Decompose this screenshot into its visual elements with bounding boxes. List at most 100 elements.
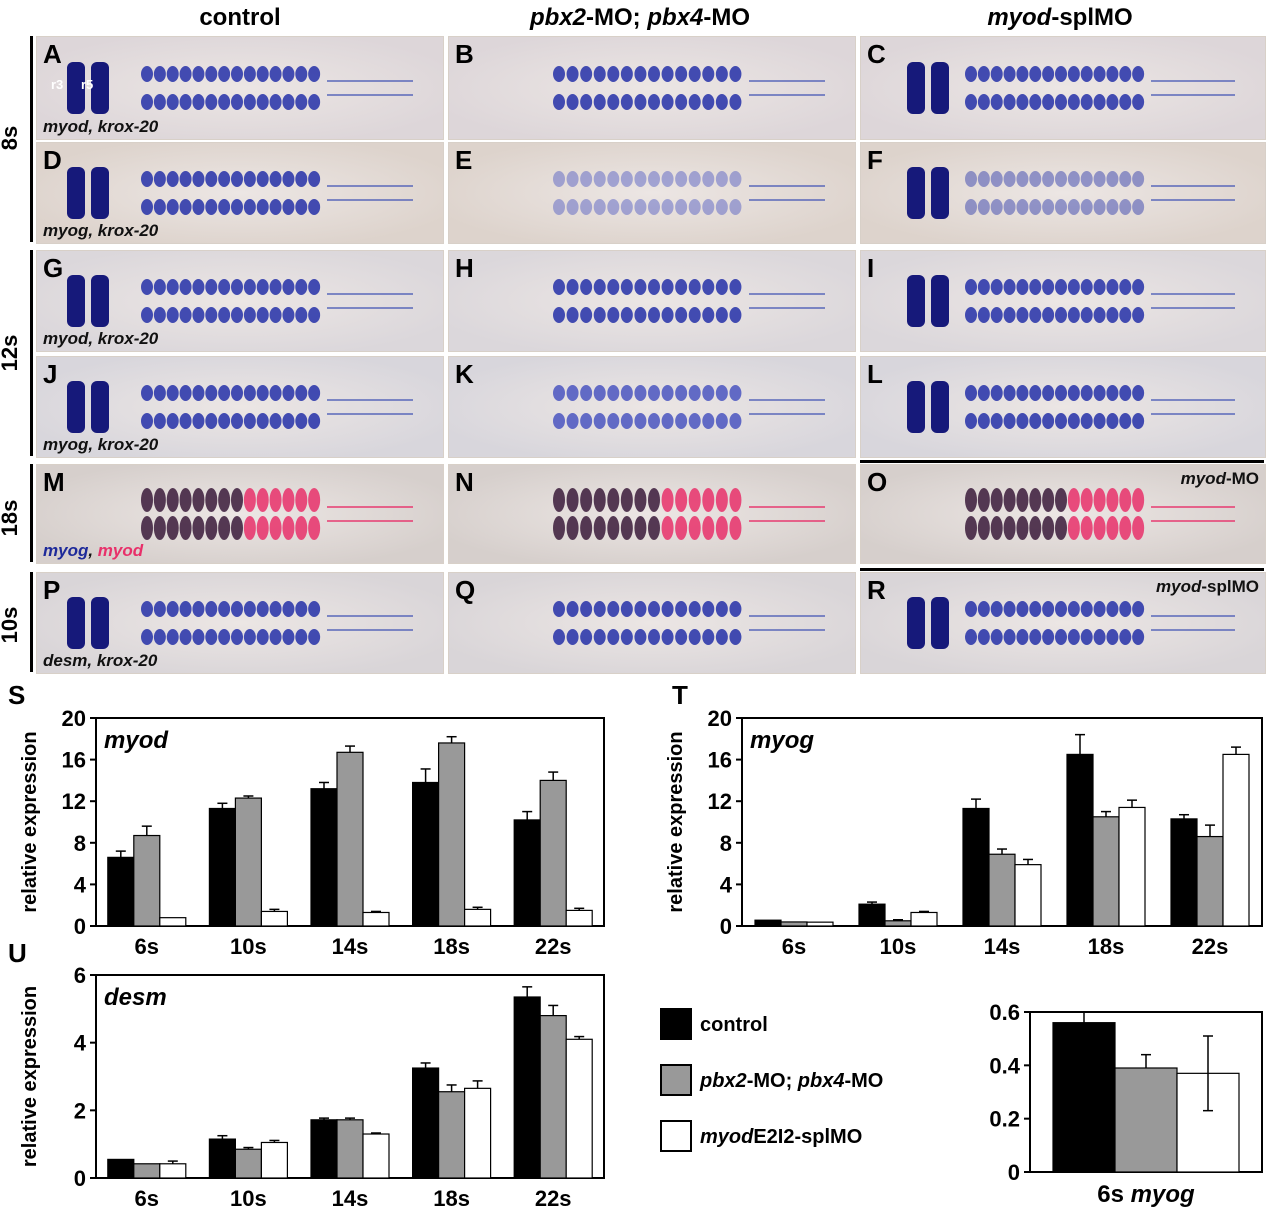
krox20-stripe [907,381,925,433]
somite [634,171,647,187]
pbx-mid-label: -MO; [586,4,648,31]
somite [1119,516,1132,540]
somite [282,488,295,512]
somite [1093,307,1106,323]
column-header-myod-splmo: myod-splMO [930,4,1190,32]
stage-bar-18s [30,464,33,562]
somite [580,171,593,187]
somite [295,279,308,295]
krox20-stripe [91,597,109,649]
krox20-stripe [931,381,949,433]
somite [243,601,256,617]
krox20-stripe [67,597,85,649]
y-tick-label-t: 12 [708,789,732,814]
bar-u [464,1087,492,1179]
somite [308,171,321,187]
somite [269,94,282,110]
somite [1106,629,1119,645]
chart-frame-s [95,717,605,927]
embryo-image [907,167,1235,219]
somite [1119,488,1132,512]
x-tick-label-t: 10s [880,934,917,959]
panel-tag: myod-MO [1181,469,1259,489]
somite [1080,413,1093,429]
somite [580,413,593,429]
somite [965,413,977,429]
embryo-image [553,488,825,540]
embryo-image [67,62,413,114]
somite [179,94,192,110]
somite [166,199,179,215]
somite [688,279,701,295]
somite [205,385,218,401]
somite [553,413,565,429]
y-tick-label-t: 4 [720,872,733,897]
somite [1016,629,1029,645]
bar-t [1014,864,1042,927]
somite [269,279,282,295]
somite [1029,516,1042,540]
somite [231,488,243,512]
bar-u [412,1067,440,1179]
somite [1016,94,1029,110]
somite [218,629,231,645]
somite [1055,66,1067,82]
somite [192,385,205,401]
somite [553,488,565,512]
x-tick-label-t: 14s [984,934,1021,959]
panel-letter: I [867,253,875,283]
somite [243,488,256,512]
krox20-stripe [91,381,109,433]
somite [1042,601,1055,617]
somite [566,413,579,429]
somite [715,385,728,401]
somite [218,171,231,187]
somite [634,279,647,295]
panel-letter: K [455,359,474,389]
somite [715,488,728,512]
somite [205,601,218,617]
embryo-panel-b: B [448,36,856,140]
somite [1106,413,1119,429]
somite [141,516,153,540]
krox20-stripe [907,597,925,649]
panel-letter: G [43,253,64,283]
bar-s [208,807,236,927]
y-tick-label-u: 2 [74,1098,86,1123]
somite [243,199,256,215]
somite [593,488,606,512]
somite [243,171,256,187]
y-tick-label-s: 20 [62,706,86,731]
somite [205,629,218,645]
somite [593,171,606,187]
krox20-stripe [931,167,949,219]
somite [166,171,179,187]
somite [166,629,179,645]
somite [308,488,321,512]
somite [1093,94,1106,110]
somite [675,307,688,323]
somite [661,488,674,512]
somite [661,413,674,429]
somite [218,279,231,295]
somite [243,413,256,429]
somite [218,601,231,617]
somite [308,94,321,110]
somite [179,171,192,187]
somite [205,279,218,295]
somite [282,413,295,429]
somite [715,199,728,215]
somite [308,307,321,323]
legend-label-myod: myodE2I2-splMO [700,1126,862,1149]
bar-t [780,921,808,927]
legend-pbx-end: -MO [844,1070,884,1092]
panel-letter: B [455,39,474,69]
y-tick-label-t: 8 [720,831,732,856]
somite [648,307,660,323]
somite [566,385,579,401]
somite [256,199,269,215]
somite [269,66,282,82]
somite [1016,279,1029,295]
somite [688,307,701,323]
